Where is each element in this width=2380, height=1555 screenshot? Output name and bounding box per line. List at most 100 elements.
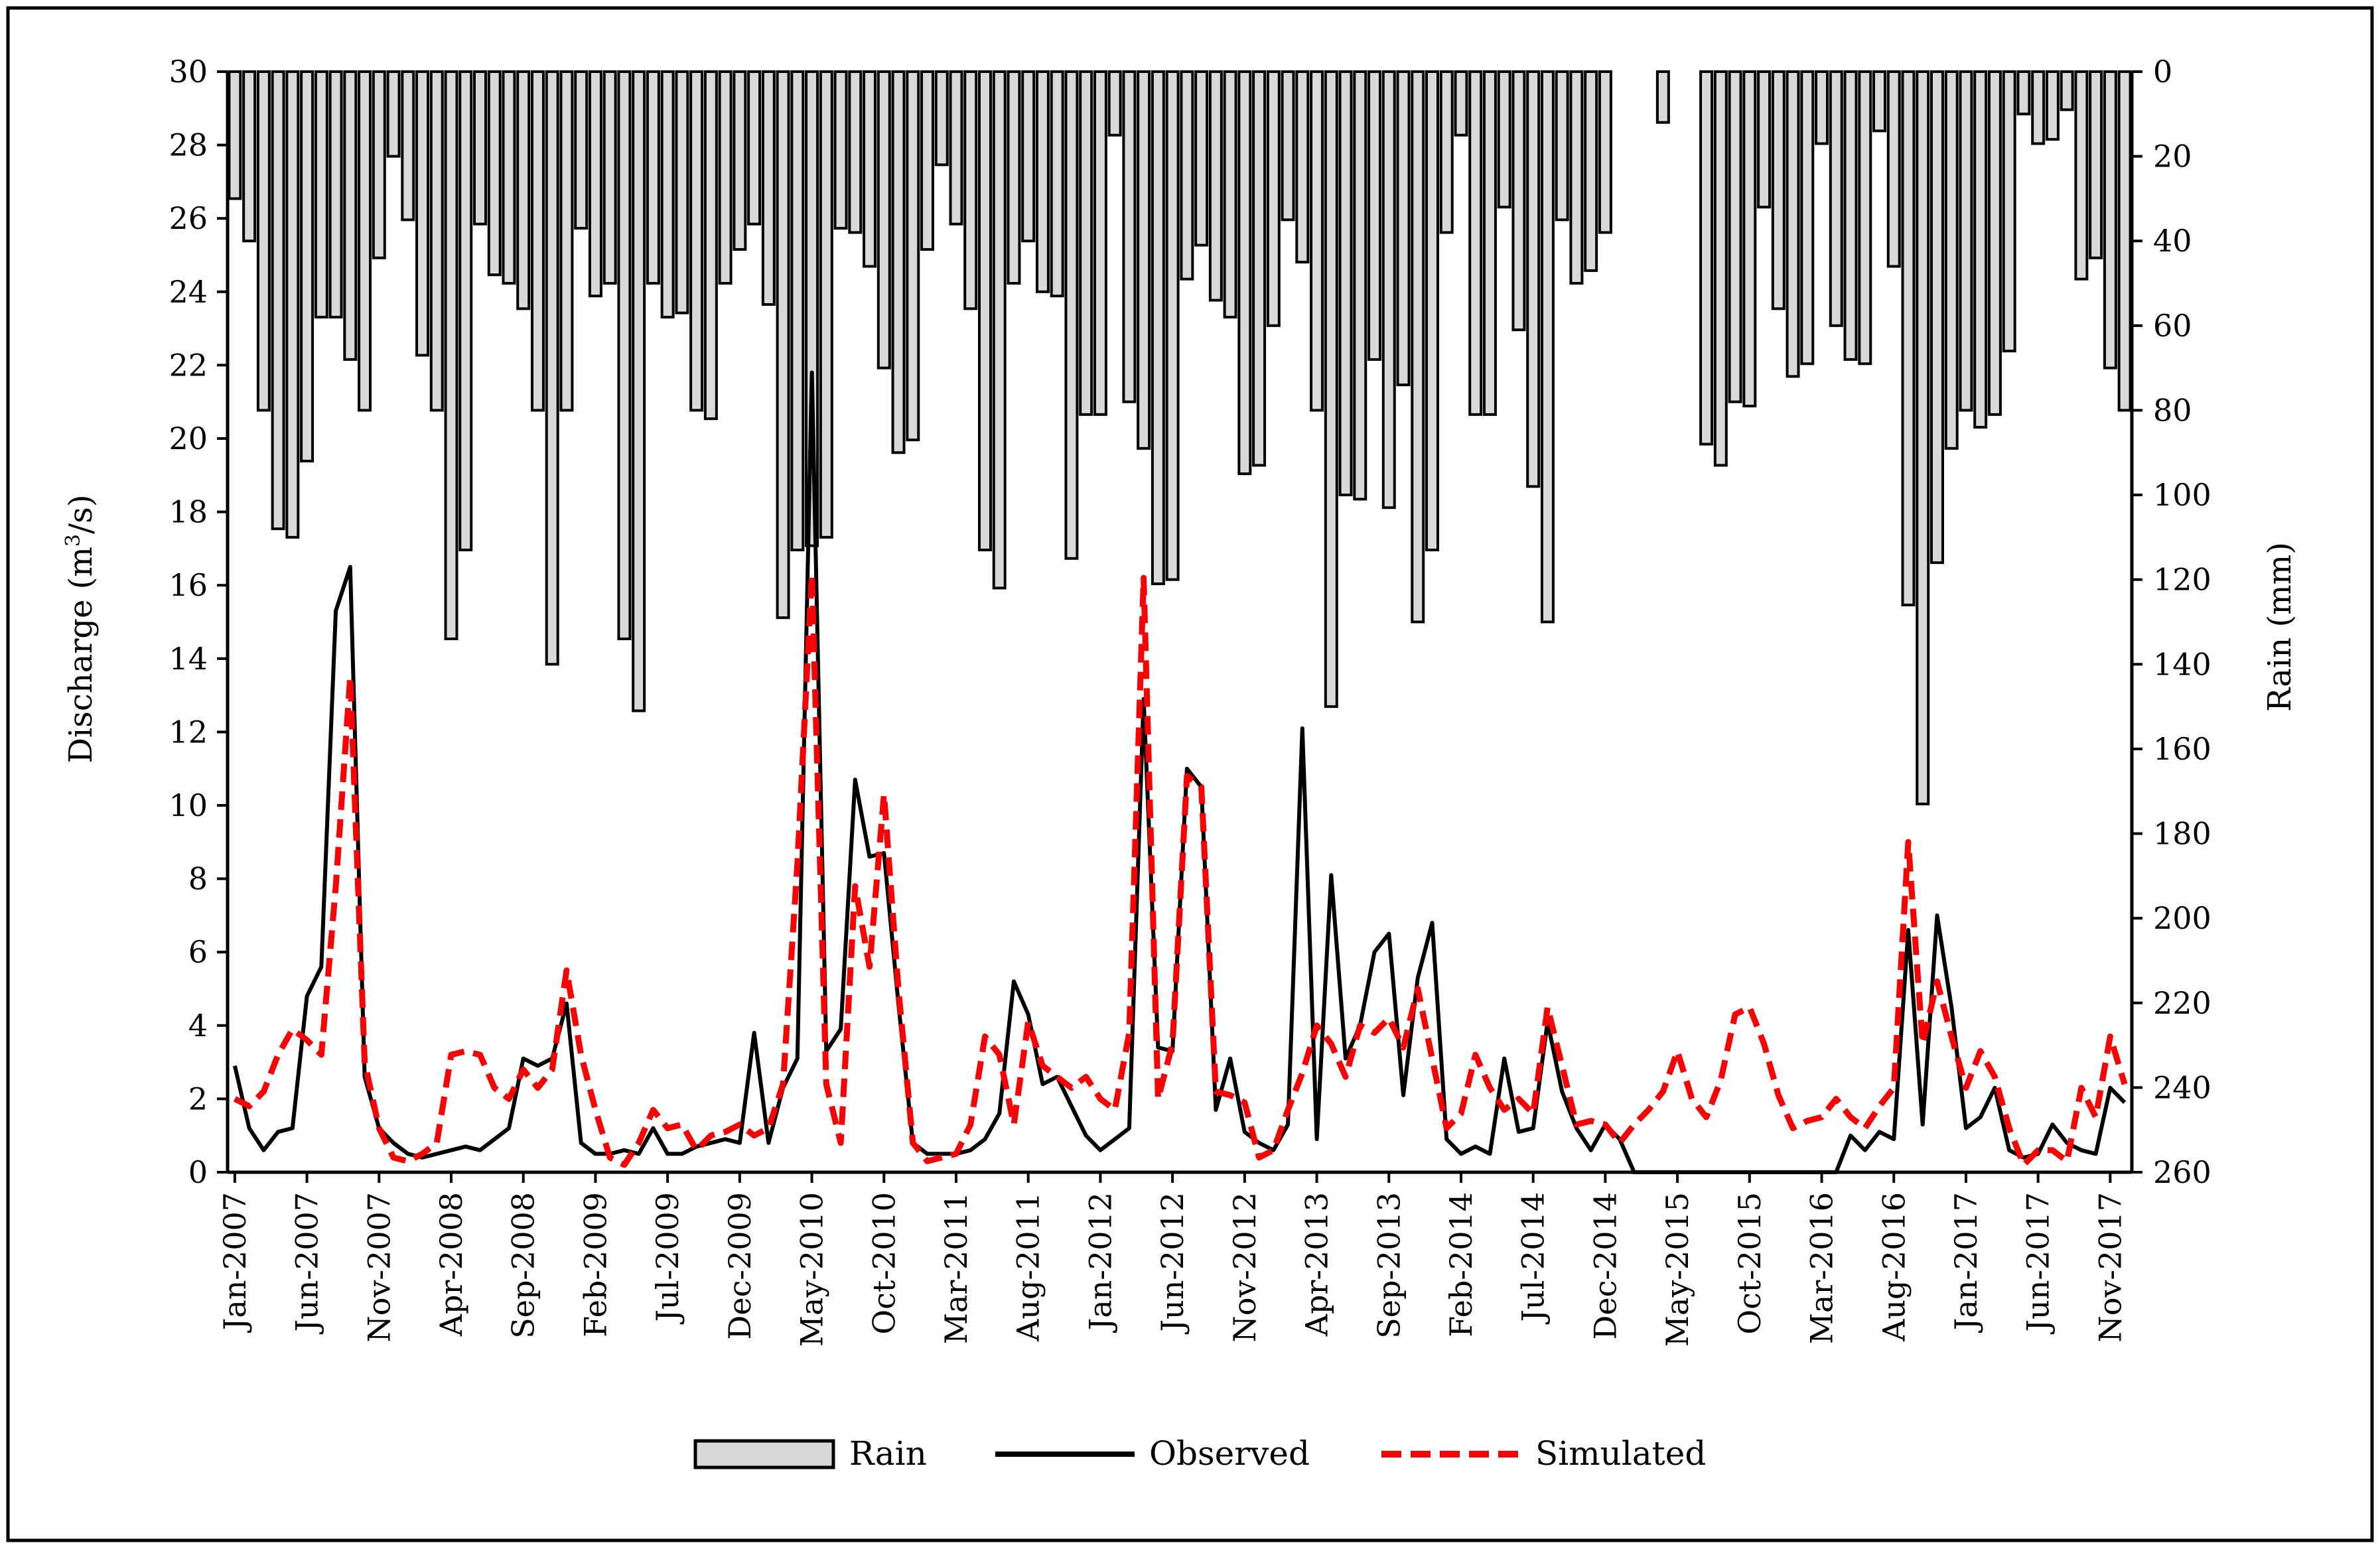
x-tick-label: Dec-2009 (722, 1192, 758, 1339)
rain-bar (1757, 70, 1772, 209)
rain-bar (1829, 70, 1843, 327)
rain-bar (689, 70, 704, 412)
rain-bar (1742, 70, 1757, 408)
rain-bar (1944, 70, 1959, 450)
rain-bar (1569, 70, 1584, 285)
rain-bar (718, 70, 733, 285)
right-tick-label: 60 (2153, 308, 2192, 344)
legend-rain-swatch (693, 1439, 835, 1469)
rain-bar (703, 70, 718, 421)
rain-bar (2002, 70, 2016, 353)
rain-bar (876, 70, 891, 370)
right-tick-label: 100 (2153, 477, 2211, 513)
rain-bar (545, 70, 559, 666)
x-tick-label: Jul-2009 (650, 1192, 685, 1324)
x-tick-label: Jan-2007 (217, 1192, 253, 1333)
rain-bar (1872, 70, 1886, 133)
rain-bar (444, 70, 458, 641)
rain-bar (1324, 70, 1338, 709)
rain-bar (1122, 70, 1137, 403)
rain-bar (559, 70, 574, 412)
rain-bar (1223, 70, 1237, 319)
x-tick-label: Feb-2009 (577, 1192, 613, 1337)
rain-bar (1411, 70, 1425, 624)
rain-bar (2045, 70, 2060, 141)
rain-bar (891, 70, 906, 454)
left-tick-label: 30 (169, 54, 208, 90)
x-tick-label: Oct-2010 (866, 1192, 902, 1335)
rain-bar (1930, 70, 1944, 565)
left-tick-label: 16 (169, 567, 208, 603)
right-tick-label: 0 (2153, 54, 2172, 90)
x-tick-label: Jun-2007 (289, 1192, 325, 1334)
x-tick-label: Nov-2007 (361, 1192, 397, 1343)
left-axis-title-end: /s) (62, 494, 100, 534)
rain-bar (1511, 70, 1526, 332)
rain-bar (1281, 70, 1295, 222)
rain-bar (1381, 70, 1396, 509)
right-tick-label: 120 (2153, 562, 2211, 598)
legend-observed-label: Observed (1149, 1434, 1310, 1473)
rain-bar (1655, 70, 1670, 124)
rain-bar (660, 70, 675, 319)
rain-bar (242, 70, 257, 243)
left-tick-label: 20 (169, 421, 208, 456)
rain-bar (2074, 70, 2089, 281)
rain-bar (1021, 70, 1036, 243)
rain-bar (415, 70, 429, 357)
left-tick-label: 18 (169, 494, 208, 530)
right-tick-label: 180 (2153, 816, 2211, 852)
rain-bar (646, 70, 660, 285)
simulated-series (233, 571, 2128, 1168)
rain-bar (343, 70, 358, 361)
right-tick-label: 140 (2153, 646, 2211, 682)
right-tick-label: 200 (2153, 900, 2211, 936)
left-tick-label: 22 (169, 347, 208, 383)
rain-bar (1785, 70, 1800, 378)
rain-bar (733, 70, 747, 251)
rain-bar (1396, 70, 1411, 387)
left-tick-label: 0 (188, 1154, 208, 1190)
x-tick-label: Dec-2014 (1587, 1192, 1623, 1339)
rain-bar (1237, 70, 1252, 476)
right-tick-label: 260 (2153, 1154, 2211, 1190)
x-tick-label: Nov-2017 (2092, 1192, 2128, 1343)
rain-bar (1079, 70, 1093, 416)
rain-bar (1252, 70, 1267, 467)
rain-bar (1540, 70, 1555, 624)
rain-bar (1035, 70, 1050, 293)
rain-bar (848, 70, 863, 234)
rain-bar (429, 70, 444, 412)
rain-bar (1497, 70, 1511, 209)
rain-bar (1584, 70, 1598, 272)
rain-bars (228, 70, 2132, 805)
rain-bar (1800, 70, 1815, 366)
rain-bar (1266, 70, 1281, 327)
rain-bar (1007, 70, 1021, 285)
x-tick-label: Jun-2017 (2020, 1192, 2056, 1334)
rain-bar (285, 70, 300, 539)
left-axis-title-sup: 3 (62, 534, 85, 547)
right-tick-label: 80 (2153, 392, 2192, 428)
x-tick-label: Sep-2008 (506, 1192, 541, 1339)
rain-bar (863, 70, 877, 268)
rain-bar (1310, 70, 1324, 412)
rain-bar (1858, 70, 1872, 366)
rain-bar (1208, 70, 1223, 302)
x-tick-label: May-2010 (794, 1192, 830, 1347)
rain-bar (833, 70, 848, 230)
rain-bar (2016, 70, 2031, 115)
rain-bar (1555, 70, 1569, 222)
rain-bar (819, 70, 833, 539)
rain-bar (386, 70, 401, 158)
x-tick-label: Aug-2011 (1011, 1192, 1046, 1342)
rain-bar (530, 70, 545, 412)
x-tick-label: Apr-2013 (1299, 1192, 1335, 1337)
rain-bar (2060, 70, 2074, 111)
rain-bar (2117, 70, 2132, 412)
right-tick-label: 20 (2153, 139, 2192, 174)
rain-bar (1439, 70, 1454, 234)
rain-bar (934, 70, 949, 167)
legend-rain-label: Rain (849, 1434, 927, 1473)
left-tick-label: 2 (188, 1081, 208, 1116)
